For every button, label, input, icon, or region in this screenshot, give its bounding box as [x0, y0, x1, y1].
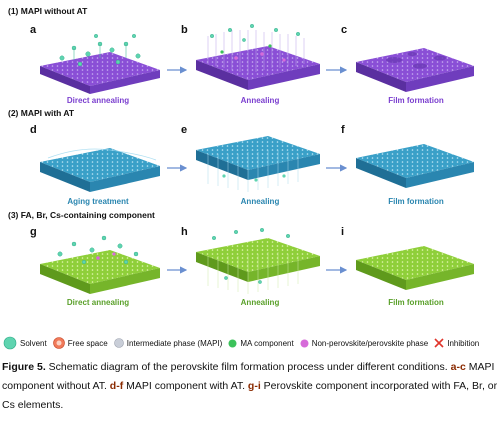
legend-item-inhibition: Inhibition	[433, 337, 479, 349]
legend-item-free-space: Free space	[52, 336, 108, 350]
panel-e-slab	[196, 136, 320, 192]
panel-caption-c: Film formation	[388, 96, 444, 105]
legend-label: Solvent	[20, 338, 47, 348]
panel-letter-a: a	[30, 24, 37, 36]
figure-label: Figure 5.	[2, 361, 46, 373]
legend-item-intermediate-phase: Intermediate phase (MAPI)	[113, 337, 223, 349]
panel-caption-b: Annealing	[240, 96, 280, 105]
inhibition-cross-icon	[434, 338, 444, 348]
panel-letter-g: g	[30, 226, 37, 238]
section-title-2: (2) MAPI with AT	[8, 108, 75, 118]
legend-label: Intermediate phase (MAPI)	[126, 338, 223, 348]
panel-caption-g: Direct annealing	[66, 298, 130, 307]
panel-a-slab	[40, 34, 160, 94]
non-perovskite-sphere-icon	[300, 339, 309, 347]
intermediate-phase-sphere-icon	[113, 338, 124, 348]
legend-label: Inhibition	[447, 338, 480, 348]
free-space-sphere-icon	[52, 337, 65, 349]
legend-item-non-perovskite: Non-perovskite/perovskite phase	[299, 338, 429, 349]
panel-g-slab	[40, 235, 160, 294]
panel-c-slab	[356, 48, 474, 92]
panel-caption-a: Direct annealing	[66, 96, 130, 105]
panel-letter-h: h	[181, 226, 188, 238]
figure-legend: Solvent Free space Intermediate phase (M…	[2, 335, 498, 351]
panel-caption-h: Annealing	[240, 298, 280, 307]
legend-label: Non-perovskite/perovskite phase	[311, 338, 429, 348]
panel-h-slab	[196, 227, 320, 294]
legend-item-solvent: Solvent	[2, 336, 47, 350]
caption-ref-gi: g-i	[247, 380, 261, 392]
ma-component-sphere-icon	[228, 339, 237, 347]
panel-letter-e: e	[181, 124, 188, 136]
section-title-1: (1) MAPI without AT	[8, 6, 88, 16]
panel-letter-c: c	[341, 24, 348, 36]
caption-text-3: MAPI component with AT.	[123, 380, 248, 392]
panel-caption-f: Film formation	[388, 197, 444, 206]
panel-caption-d: Aging treatment	[67, 197, 129, 206]
legend-label: MA component	[240, 338, 294, 348]
caption-text-1: Schematic diagram of the perovskite film…	[45, 361, 451, 373]
legend-item-ma-component: MA component	[227, 338, 294, 349]
legend-label: Free space	[67, 338, 108, 348]
solvent-sphere-icon	[3, 336, 17, 350]
panel-letter-f: f	[341, 124, 345, 136]
section-title-3: (3) FA, Br, Cs-containing component	[8, 210, 155, 220]
panel-letter-i: i	[341, 226, 345, 238]
caption-text-2: MAPI component without AT.	[2, 361, 495, 392]
panel-caption-i: Film formation	[388, 298, 444, 307]
caption-text-4: Perovskite component incorporated with F…	[2, 380, 498, 411]
panel-letter-b: b	[181, 24, 188, 36]
caption-ref-ac: a-c	[450, 361, 466, 373]
process-illustration	[40, 24, 474, 294]
panel-i-slab	[356, 246, 474, 290]
panel-caption-e: Annealing	[240, 197, 280, 206]
panel-b-slab	[196, 24, 320, 90]
panel-f-slab	[356, 144, 474, 188]
figure-caption: Figure 5. Schematic diagram of the perov…	[2, 358, 498, 415]
panel-letter-d: d	[30, 124, 37, 136]
caption-ref-df: d-f	[109, 380, 124, 392]
panel-d-slab	[40, 148, 160, 192]
